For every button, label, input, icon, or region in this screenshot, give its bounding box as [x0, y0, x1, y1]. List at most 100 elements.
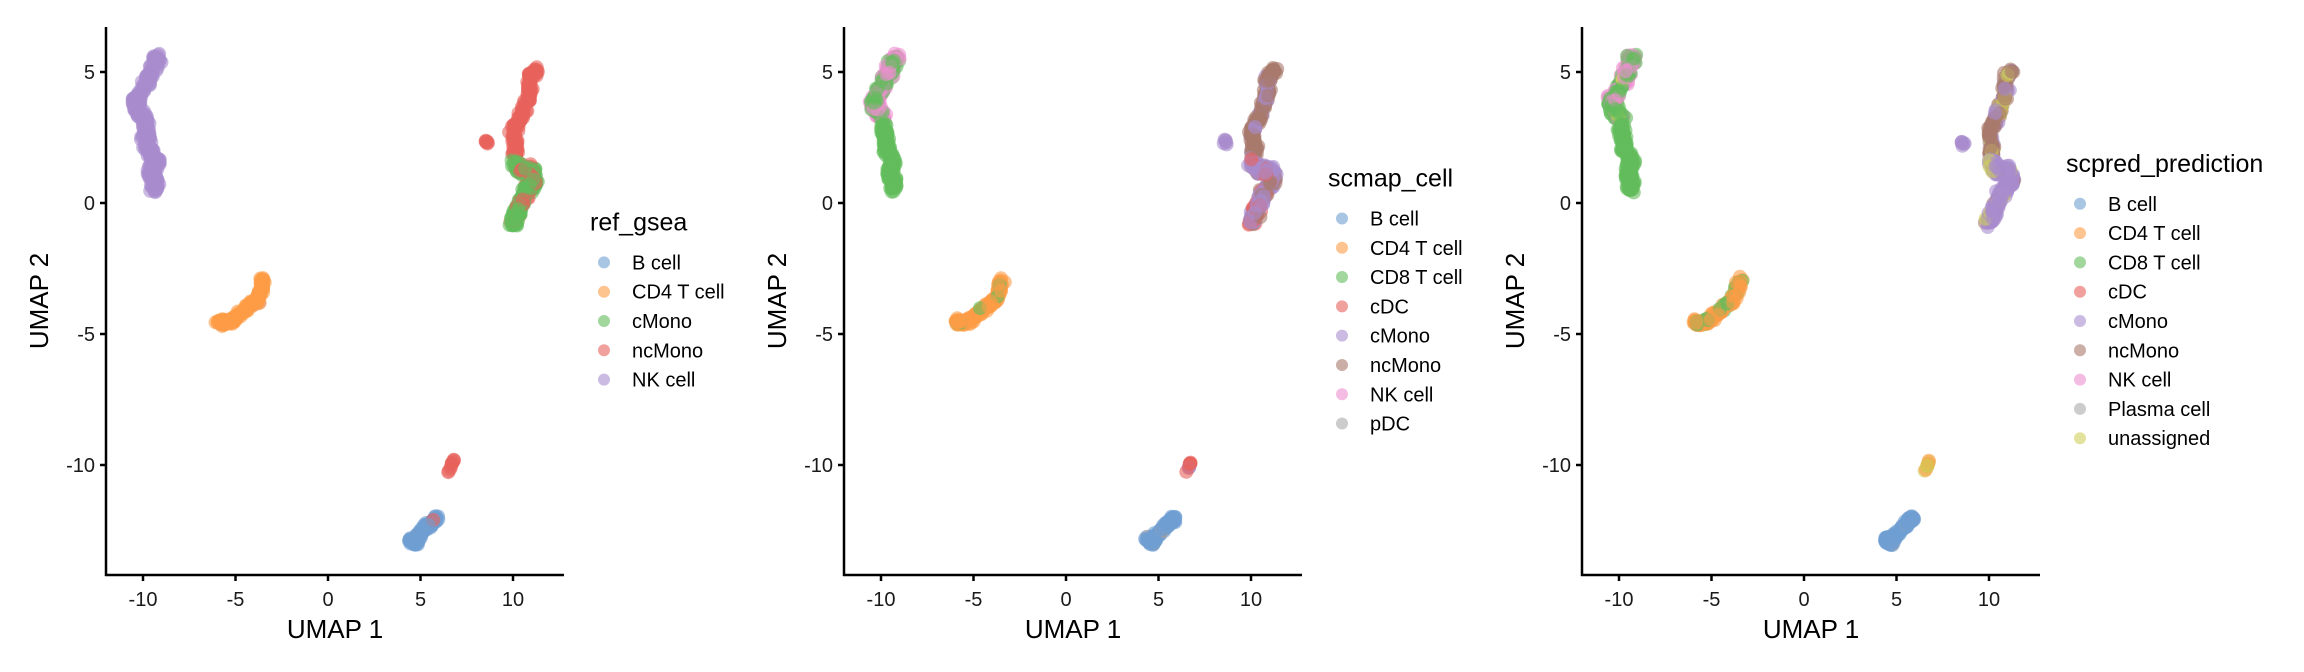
legend-label: ncMono — [1370, 355, 1441, 377]
legend-key-dot — [2074, 315, 2086, 327]
y-axis-title: UMAP 2 — [24, 253, 54, 349]
legend-key-dot — [1336, 417, 1348, 430]
legend-key-dot — [2074, 432, 2086, 445]
data-point — [1887, 530, 1902, 545]
data-point — [952, 314, 967, 329]
legend-item: CD4 T cell — [598, 282, 725, 304]
legend-key-dot — [2074, 402, 2086, 415]
data-point — [886, 176, 901, 191]
legend-item: NK cell — [2074, 370, 2171, 392]
y-tick-label: -10 — [1542, 455, 1571, 477]
legend-title: scmap_cell — [1328, 164, 1453, 192]
legend-key-dot — [598, 256, 610, 269]
data-point — [877, 136, 892, 151]
data-point — [1615, 128, 1630, 143]
data-point — [1218, 133, 1233, 148]
legend-label: pDC — [1370, 414, 1410, 436]
data-point — [1899, 519, 1914, 534]
data-point — [1956, 136, 1971, 151]
y-tick-label: 5 — [822, 62, 833, 84]
legend-key-dot — [598, 285, 610, 298]
y-tick-label: 0 — [822, 193, 833, 215]
y-tick-label: 0 — [1560, 193, 1571, 215]
legend-key-dot — [2074, 344, 2086, 357]
x-axis-title: UMAP 1 — [287, 614, 383, 644]
x-tick-label: 10 — [502, 589, 524, 611]
data-point — [1179, 464, 1194, 479]
data-point — [479, 135, 494, 149]
x-tick-label: 5 — [1153, 589, 1164, 611]
legend-key-dot — [1336, 271, 1348, 284]
legend: ref_gsea B cell CD4 T cell cMono ncMono NK ce… — [590, 208, 725, 391]
data-point — [138, 76, 153, 91]
legend-label: B cell — [1370, 208, 1419, 230]
legend-item: cDC — [1336, 296, 1409, 318]
data-point — [1624, 158, 1639, 173]
panel-ref-gsea: -10 -5 0 5 10 -10 -5 0 5 UMAP 1 UMAP 2 ref_gsea B ce… — [24, 27, 725, 644]
y-tick-label: 0 — [84, 193, 95, 215]
data-point — [1248, 120, 1263, 134]
data-point — [1612, 104, 1627, 118]
legend-item: ncMono — [2074, 340, 2179, 362]
y-tick-label: -10 — [804, 455, 833, 477]
data-point — [511, 202, 526, 217]
legend-item: cMono — [2074, 311, 2168, 333]
legend-key-dot — [598, 315, 610, 327]
panel-scpred-prediction: -10 -5 0 5 10 -10 -5 0 5 UMAP 1 UMAP 2 scpred_predi… — [1500, 27, 2263, 644]
data-point — [507, 126, 522, 141]
data-point — [526, 67, 541, 82]
data-point — [1920, 458, 1935, 473]
data-point — [444, 455, 459, 470]
x-axis-title: UMAP 1 — [1763, 614, 1859, 644]
legend-label: B cell — [632, 252, 681, 274]
data-point — [1998, 91, 2013, 106]
data-point — [1618, 64, 1633, 79]
data-point — [1988, 159, 2003, 174]
legend-label: cMono — [2108, 311, 2168, 333]
legend-label: NK cell — [632, 370, 695, 392]
legend-key-dot — [1336, 212, 1348, 225]
legend-label: CD4 T cell — [2108, 223, 2201, 245]
scatter-points — [1600, 47, 2022, 553]
legend-key-dot — [2074, 373, 2086, 386]
legend-key-dot — [1336, 241, 1348, 254]
x-tick-label: -5 — [1703, 589, 1721, 611]
x-tick-label: 0 — [1060, 589, 1071, 611]
data-point — [140, 124, 154, 139]
scatter-points — [125, 46, 545, 552]
legend-key-dot — [1336, 388, 1348, 401]
data-point — [421, 518, 436, 533]
legend-key-dot — [2074, 197, 2086, 210]
y-tick-label: -5 — [77, 324, 95, 346]
data-point — [145, 146, 160, 161]
x-tick-label: -5 — [965, 589, 983, 611]
legend-label: ncMono — [632, 340, 703, 362]
data-point — [1615, 118, 1630, 133]
legend-label: cMono — [632, 311, 692, 333]
legend-label: CD4 T cell — [632, 282, 725, 304]
legend-item: unassigned — [2074, 428, 2210, 450]
y-tick-label: -5 — [815, 324, 833, 346]
legend-key-dot — [598, 373, 610, 386]
data-point — [1624, 146, 1639, 161]
legend-item: pDC — [1336, 414, 1410, 436]
scatter-points — [862, 46, 1285, 552]
data-point — [255, 271, 270, 286]
legend-key-dot — [598, 344, 610, 357]
data-point — [1997, 81, 2012, 96]
data-point — [522, 177, 537, 192]
y-tick-label: -10 — [66, 455, 95, 477]
legend-item: NK cell — [598, 370, 695, 392]
legend-item: CD4 T cell — [2074, 223, 2201, 245]
data-point — [2002, 174, 2017, 188]
y-axis-title: UMAP 2 — [762, 253, 792, 349]
legend-item: ncMono — [598, 340, 703, 362]
data-point — [146, 57, 161, 71]
x-tick-label: 0 — [322, 589, 333, 611]
data-point — [1725, 289, 1740, 303]
x-tick-label: -10 — [129, 589, 158, 611]
y-tick-label: -5 — [1553, 324, 1571, 346]
legend-key-dot — [1336, 329, 1348, 342]
data-point — [882, 65, 897, 80]
legend: scmap_cell B cell CD4 T cell CD8 T cell cDC c… — [1328, 164, 1463, 435]
